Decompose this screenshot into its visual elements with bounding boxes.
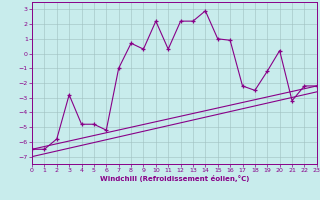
X-axis label: Windchill (Refroidissement éolien,°C): Windchill (Refroidissement éolien,°C) [100, 175, 249, 182]
